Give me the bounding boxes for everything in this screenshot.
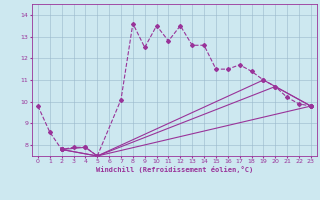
X-axis label: Windchill (Refroidissement éolien,°C): Windchill (Refroidissement éolien,°C) — [96, 166, 253, 173]
